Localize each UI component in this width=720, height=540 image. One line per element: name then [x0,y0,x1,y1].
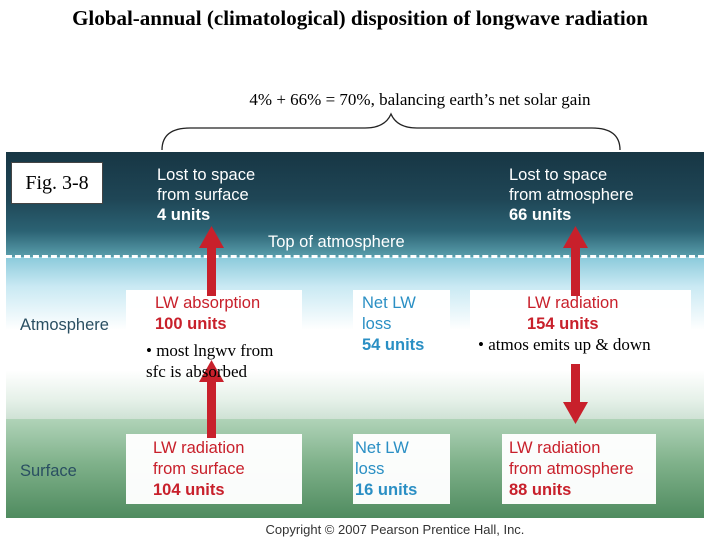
arrow-down-shaft [571,364,580,406]
atmos-net-loss-value: 54 units [362,336,425,354]
brace-icon [161,112,621,151]
surface-absorbed-note: • most lngwv from sfc is absorbed [146,340,273,382]
atmosphere-zone-label: Atmosphere [20,316,109,334]
surface-net-loss-line1: Net LW [355,439,409,457]
flux-arrows [199,226,588,438]
atmos-lw-radiation-value: 154 units [527,315,599,333]
atmos-lw-radiation-label: LW radiation [527,294,619,312]
surface-absorbed-note-line1: • most lngwv from [146,341,274,360]
atmos-lw-radiation-text: LW radiation 154 units [527,293,618,335]
lw-from-atmosphere-line1: LW radiation [509,439,601,457]
surface-net-loss-line2: loss [355,460,385,478]
arrow-surface-atmos-shaft [207,378,216,438]
lost-surface-value: 4 units [157,206,211,224]
diagram-title: Global-annual (climatological) dispositi… [72,6,648,30]
lost-atmos-value: 66 units [509,206,572,224]
lw-from-atmosphere-value: 88 units [509,481,572,499]
lost-atmos-line1: Lost to space [509,166,608,184]
surface-net-loss-value: 16 units [355,481,418,499]
lw-absorption-box [126,290,302,362]
surface-lw-radiation-line1: LW radiation [153,439,245,457]
arrow-up-atmos-shaft [571,246,580,296]
lw-from-atmosphere-line2: from atmosphere [509,460,634,478]
surface-lw-radiation-value: 104 units [153,481,225,499]
lw-absorption-label: LW absorption [155,294,261,312]
atmos-emits-note: • atmos emits up & down [478,335,651,354]
surface-lw-radiation-box [126,434,302,504]
lost-from-atmosphere-label: Lost to space from atmosphere 66 units [509,165,634,225]
surface-lw-radiation-line2: from surface [153,460,245,478]
arrow-up-surface-head [199,226,224,248]
lost-atmos-line2: from atmosphere [509,186,634,204]
balance-caption: 4% + 66% = 70%, balancing earth’s net so… [249,90,591,109]
arrow-down-head [563,402,588,424]
radiation-diagram: Fig. 3-8 Lost to space from surface 4 un… [6,152,704,518]
top-of-atmosphere-line [6,255,704,258]
top-of-atmosphere-label: Top of atmosphere [268,233,405,251]
lost-surface-line1: Lost to space [157,166,256,184]
arrow-surface-atmos-head [199,360,224,382]
lw-from-atmosphere-box [502,434,656,504]
arrow-up-atmos-head [563,226,588,248]
atmos-net-loss-box [353,290,450,362]
figure-label: Fig. 3-8 [11,162,103,204]
lw-absorption-text: LW absorption 100 units [155,293,260,335]
surface-absorbed-note-line2: sfc is absorbed [146,362,248,381]
arrow-up-surface-shaft [207,246,216,296]
lw-from-atmosphere-text: LW radiation from atmosphere 88 units [509,438,634,501]
lost-from-surface-label: Lost to space from surface 4 units [157,165,255,225]
atmos-net-loss-line2: loss [362,315,392,333]
space-region [6,152,704,257]
surface-lw-radiation-text: LW radiation from surface 104 units [153,438,245,501]
surface-net-loss-text: Net LW loss 16 units [355,438,417,501]
copyright-notice: Copyright © 2007 Pearson Prentice Hall, … [265,522,525,537]
surface-zone-label: Surface [20,462,77,480]
atmos-lw-radiation-box [470,290,691,362]
lw-absorption-value: 100 units [155,315,227,333]
surface-net-loss-box [353,434,450,504]
lost-surface-line2: from surface [157,186,249,204]
atmos-net-loss-line1: Net LW [362,294,416,312]
atmos-net-loss-text: Net LW loss 54 units [362,293,424,356]
